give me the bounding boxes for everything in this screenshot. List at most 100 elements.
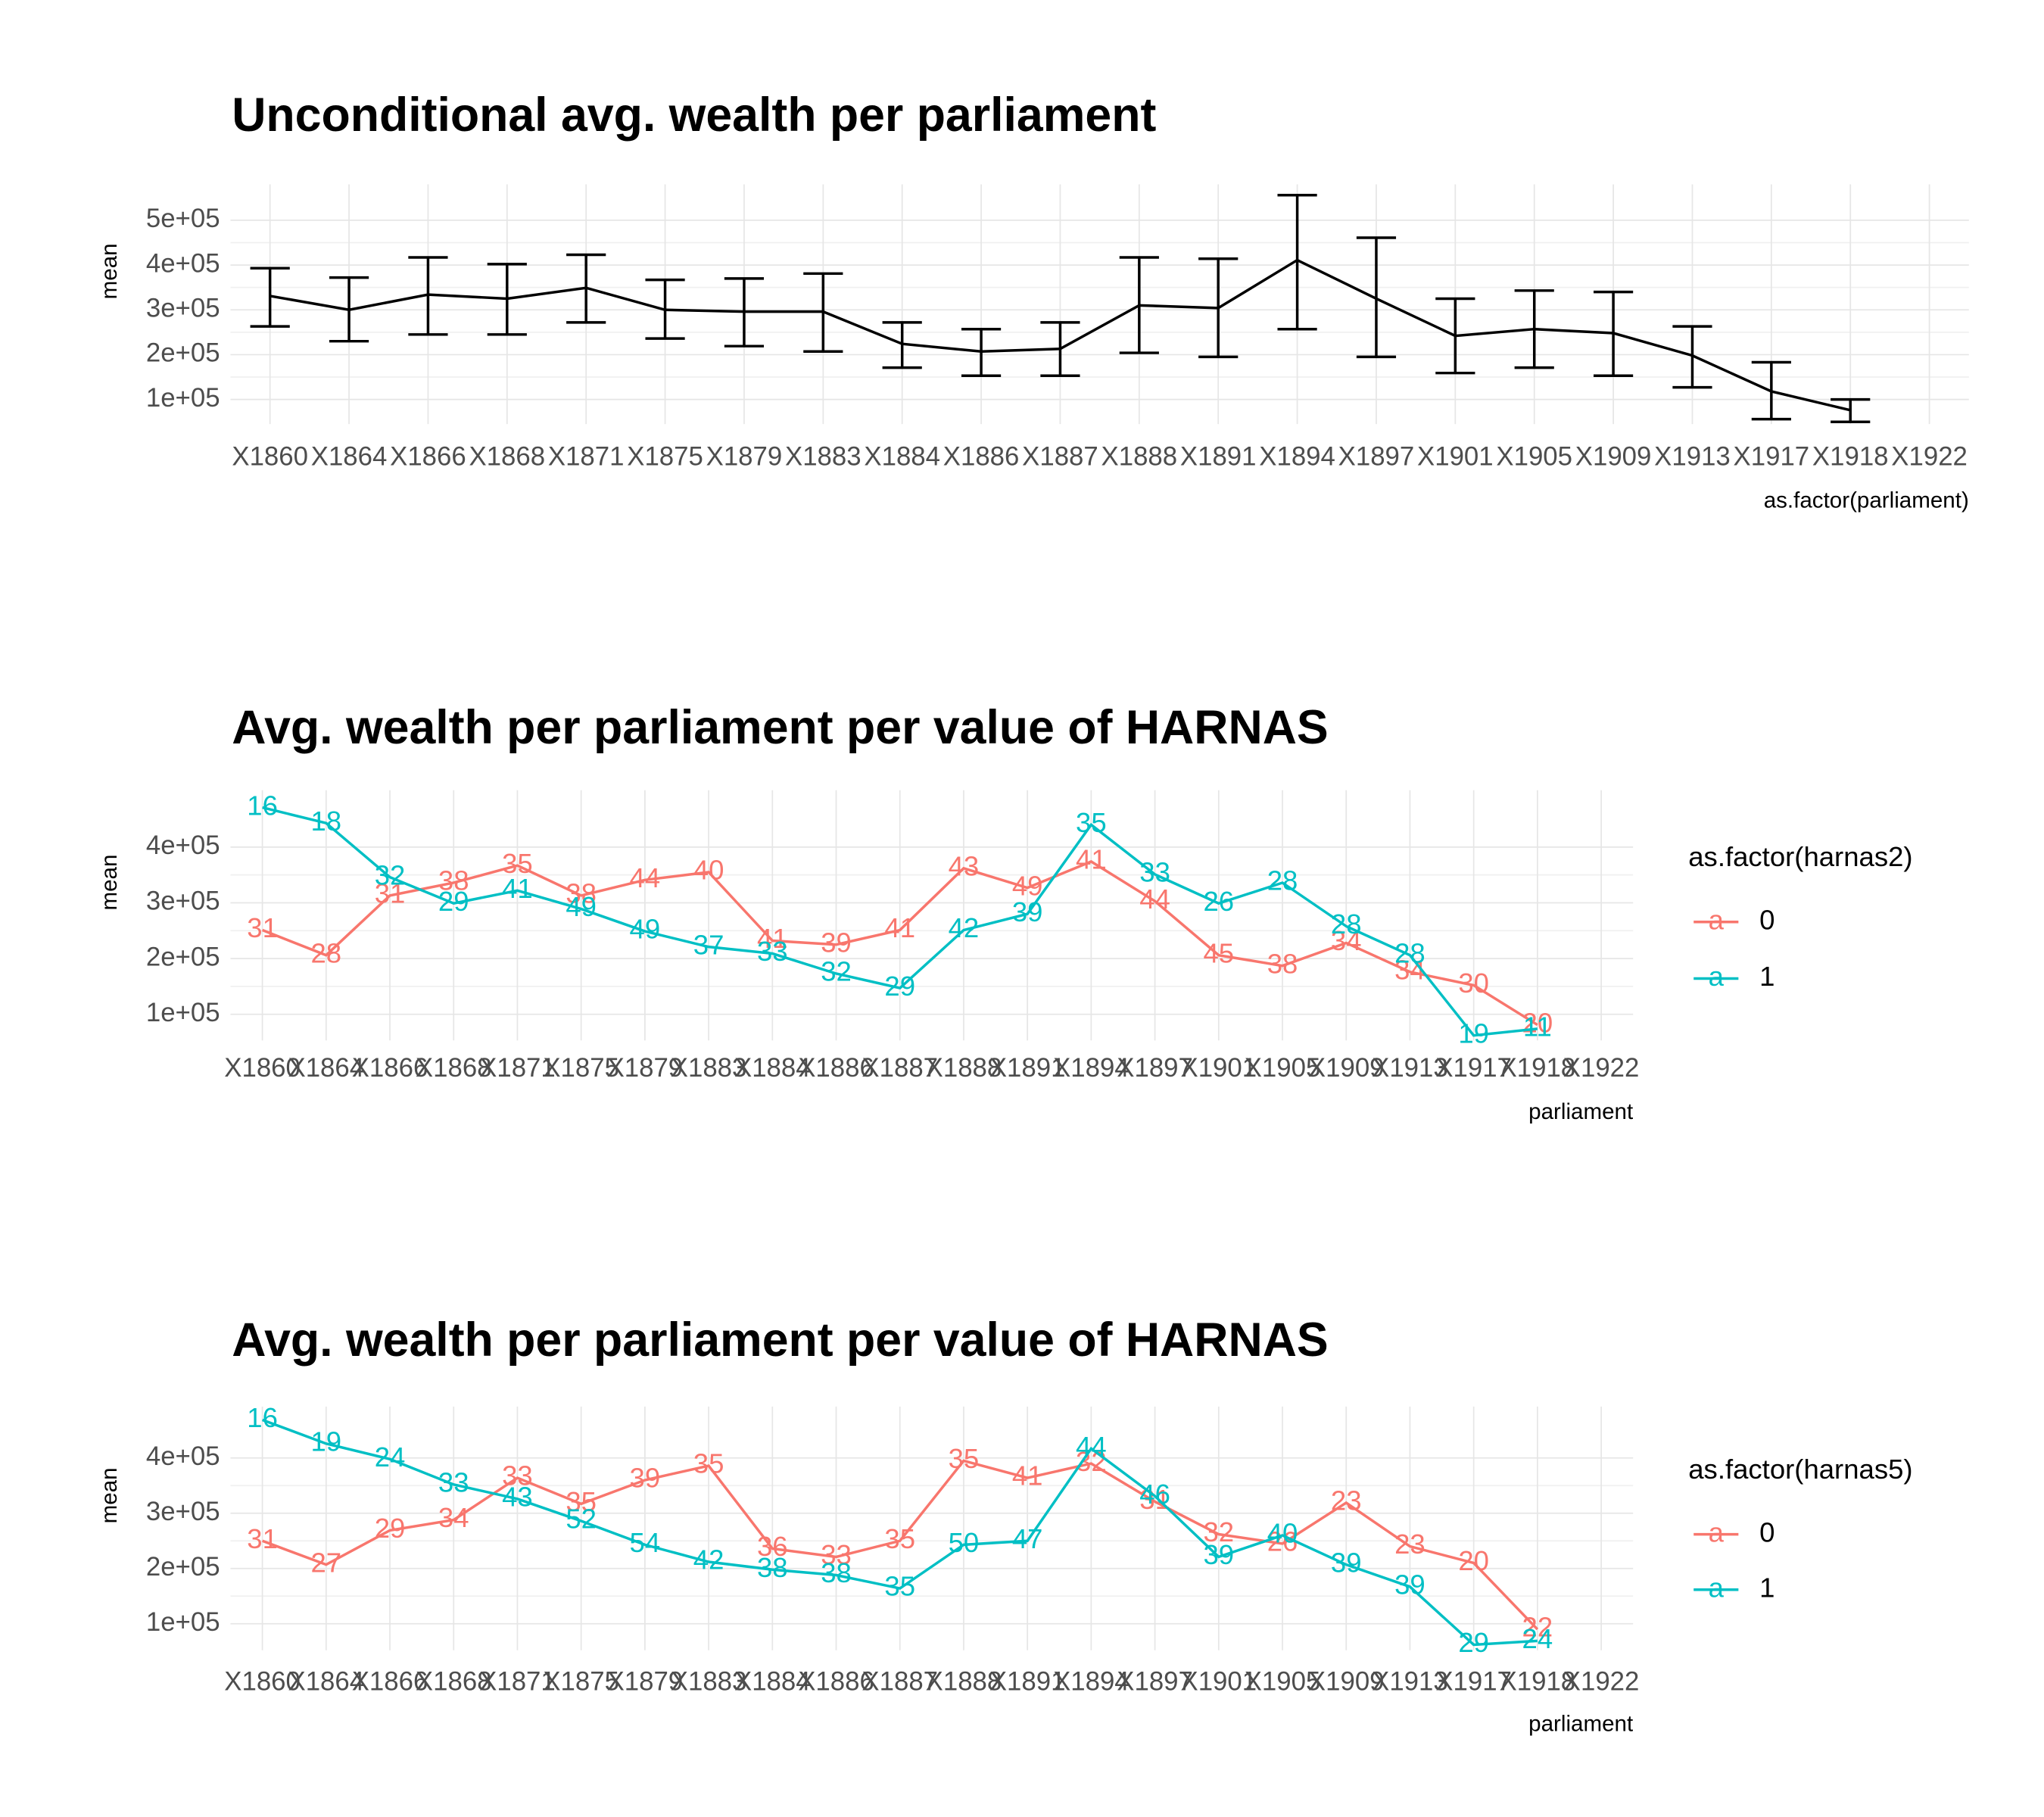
count-label: 50 <box>949 1527 980 1558</box>
x-tick-label: X1888 <box>1101 443 1178 472</box>
x-tick-label: X1860 <box>224 1667 301 1696</box>
count-label: 41 <box>1012 1460 1043 1491</box>
legend-label: 0 <box>1759 904 1774 935</box>
x-tick-label: X1866 <box>352 1667 428 1696</box>
x-tick-label: X1894 <box>1259 443 1335 472</box>
x-tick-label: X1866 <box>390 443 466 472</box>
error-bar <box>1119 256 1159 354</box>
x-tick-label: X1883 <box>785 443 862 472</box>
count-label: 47 <box>1012 1523 1043 1554</box>
x-tick-label: X1922 <box>1563 1054 1640 1083</box>
x-tick-label: X1868 <box>416 1667 492 1696</box>
count-label: 35 <box>566 1486 597 1517</box>
count-label: 32 <box>1203 1516 1234 1547</box>
x-tick-label: X1884 <box>734 1054 811 1083</box>
error-bar <box>1040 321 1080 377</box>
error-bar <box>1751 360 1791 421</box>
x-tick-label: X1913 <box>1372 1054 1448 1083</box>
count-label: 35 <box>693 1448 724 1479</box>
count-label: 38 <box>757 1552 788 1583</box>
x-tick-label: X1871 <box>479 1667 556 1696</box>
y-tick-label: 2e+05 <box>146 339 220 368</box>
y-tick-label: 1e+05 <box>146 1608 220 1637</box>
x-tick-label: X1887 <box>1022 443 1098 472</box>
x-tick-label: X1884 <box>864 443 940 472</box>
count-label: 30 <box>1458 968 1489 999</box>
x-axis-title: as.factor(parliament) <box>1764 488 1969 513</box>
y-tick-label: 3e+05 <box>146 1498 220 1526</box>
x-tick-label: X1918 <box>1812 443 1889 472</box>
error-bar <box>645 278 685 340</box>
error-bar <box>329 276 369 343</box>
y-axis-title: mean <box>97 243 122 299</box>
count-label: 19 <box>310 1426 341 1457</box>
count-label: 32 <box>375 859 406 890</box>
y-axis-title: mean <box>97 1467 122 1523</box>
count-label: 22 <box>1522 1612 1553 1643</box>
count-label: 28 <box>1331 908 1362 940</box>
x-tick-label: X1868 <box>469 443 546 472</box>
x-tick-label: X1897 <box>1117 1054 1193 1083</box>
count-label: 27 <box>310 1547 341 1578</box>
count-label: 33 <box>438 1466 469 1498</box>
count-label: 35 <box>884 1571 915 1602</box>
legend-label: 1 <box>1759 1572 1774 1603</box>
count-label: 36 <box>757 1531 788 1562</box>
x-tick-label: X1871 <box>548 443 625 472</box>
x-tick-label: X1909 <box>1575 443 1652 472</box>
count-label: 43 <box>949 850 980 881</box>
legend-title: as.factor(harnas2) <box>1688 841 1912 872</box>
y-tick-label: 5e+05 <box>146 204 220 233</box>
count-label: 54 <box>630 1527 661 1558</box>
x-tick-label: X1879 <box>706 443 783 472</box>
count-label: 52 <box>566 1504 597 1535</box>
count-label: 31 <box>247 1523 278 1554</box>
count-label: 35 <box>1076 807 1107 838</box>
count-label: 39 <box>821 927 852 958</box>
count-label: 31 <box>375 878 406 909</box>
y-tick-label: 1e+05 <box>146 999 220 1027</box>
error-bar <box>1514 289 1554 369</box>
error-bar <box>1198 257 1239 359</box>
legend-key-glyph: a <box>1709 1572 1725 1603</box>
count-label: 24 <box>375 1441 406 1473</box>
x-tick-label: X1922 <box>1563 1667 1640 1696</box>
count-label: 39 <box>1331 1547 1362 1578</box>
count-label: 20 <box>1522 1007 1553 1038</box>
error-bar <box>1356 236 1397 359</box>
y-tick-label: 4e+05 <box>146 831 220 860</box>
x-tick-label: X1860 <box>232 443 308 472</box>
count-label: 29 <box>1458 1627 1489 1658</box>
x-tick-label: X1913 <box>1372 1667 1448 1696</box>
data-line <box>262 806 1538 1037</box>
count-label: 28 <box>310 937 341 968</box>
x-tick-label: X1888 <box>926 1667 1002 1696</box>
y-tick-label: 2e+05 <box>146 1553 220 1582</box>
x-tick-label: X1866 <box>352 1054 428 1083</box>
x-tick-label: X1905 <box>1496 443 1572 472</box>
y-tick-label: 4e+05 <box>146 249 220 278</box>
error-bar <box>882 321 922 369</box>
x-tick-label: X1901 <box>1181 1667 1257 1696</box>
x-tick-label: X1917 <box>1734 443 1810 472</box>
x-tick-label: X1922 <box>1891 443 1968 472</box>
y-axis-title: mean <box>97 855 122 911</box>
x-tick-label: X1909 <box>1308 1054 1385 1083</box>
error-bar <box>1594 290 1634 377</box>
x-tick-label: X1887 <box>862 1054 938 1083</box>
error-bar <box>487 263 527 336</box>
count-label: 42 <box>693 1544 724 1575</box>
count-label: 29 <box>438 886 469 917</box>
x-tick-label: X1918 <box>1500 1667 1576 1696</box>
count-label: 20 <box>1458 1545 1489 1576</box>
x-tick-label: X1891 <box>989 1054 1066 1083</box>
legend-label: 0 <box>1759 1516 1774 1547</box>
data-line <box>261 860 1538 1027</box>
count-label: 45 <box>1203 937 1234 968</box>
count-label: 34 <box>438 1502 469 1533</box>
x-tick-label: X1875 <box>627 443 703 472</box>
x-tick-label: X1864 <box>311 443 388 472</box>
legend-key-glyph: a <box>1709 961 1725 992</box>
count-label: 33 <box>821 1539 852 1570</box>
count-label: 44 <box>630 862 661 893</box>
